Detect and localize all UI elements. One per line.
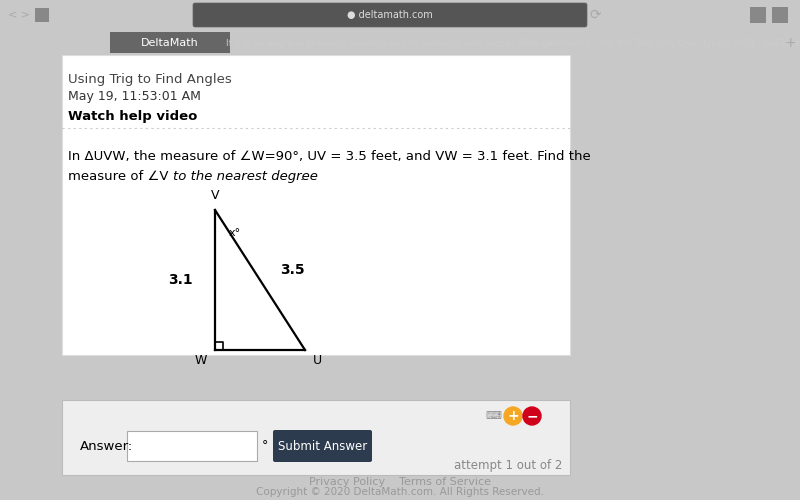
Text: to the nearest degree: to the nearest degree [173, 170, 318, 183]
Text: x°: x° [229, 228, 241, 238]
Bar [772, 7, 788, 23]
Text: ● deltamath.com: ● deltamath.com [347, 10, 433, 20]
Text: Copyright © 2020 DeltaMath.com. All Rights Reserved.: Copyright © 2020 DeltaMath.com. All Righ… [256, 487, 544, 497]
Text: Answer:: Answer: [80, 440, 134, 452]
FancyBboxPatch shape [62, 400, 570, 475]
Bar [750, 7, 766, 23]
FancyBboxPatch shape [127, 431, 257, 461]
Text: −: − [526, 409, 538, 423]
Text: (30) Sam Smith - I'm Not The Only One (lyrics) (HD) - YouTube: (30) Sam Smith - I'm Not The Only One (l… [520, 38, 800, 48]
Text: °: ° [262, 440, 268, 452]
FancyBboxPatch shape [110, 32, 230, 53]
Text: attempt 1 out of 2: attempt 1 out of 2 [454, 458, 562, 471]
Bar [35, 8, 49, 22]
Text: +: + [507, 409, 519, 423]
Text: Using Trig to Find Angles: Using Trig to Find Angles [68, 73, 232, 86]
FancyBboxPatch shape [193, 3, 587, 27]
Text: V: V [210, 189, 219, 202]
Text: +: + [784, 36, 796, 50]
Circle shape [523, 407, 541, 425]
Text: If θ is an angle in standard position and its terminal side passes through th...: If θ is an angle in standard position an… [226, 38, 574, 48]
Circle shape [504, 407, 522, 425]
Text: Privacy Policy    Terms of Service: Privacy Policy Terms of Service [309, 477, 491, 487]
Text: 3.5: 3.5 [280, 263, 305, 277]
Text: .: . [300, 170, 304, 183]
Text: In ΔUVW, the measure of ∠W=90°, UV = 3.5 feet, and VW = 3.1 feet. Find the: In ΔUVW, the measure of ∠W=90°, UV = 3.5… [68, 150, 590, 163]
Text: ⟳: ⟳ [589, 8, 601, 22]
Text: May 19, 11:53:01 AM: May 19, 11:53:01 AM [68, 90, 201, 103]
Text: DeltaMath: DeltaMath [141, 38, 199, 48]
Text: ⌨: ⌨ [485, 411, 501, 421]
Text: W: W [194, 354, 207, 367]
FancyBboxPatch shape [273, 430, 372, 462]
FancyBboxPatch shape [62, 55, 570, 355]
Text: 3.1: 3.1 [168, 273, 193, 287]
Text: < >: < > [8, 10, 30, 20]
Text: measure of ∠V: measure of ∠V [68, 170, 173, 183]
Text: Watch help video: Watch help video [68, 110, 198, 123]
Text: Submit Answer: Submit Answer [278, 440, 367, 452]
Text: U: U [313, 354, 322, 367]
